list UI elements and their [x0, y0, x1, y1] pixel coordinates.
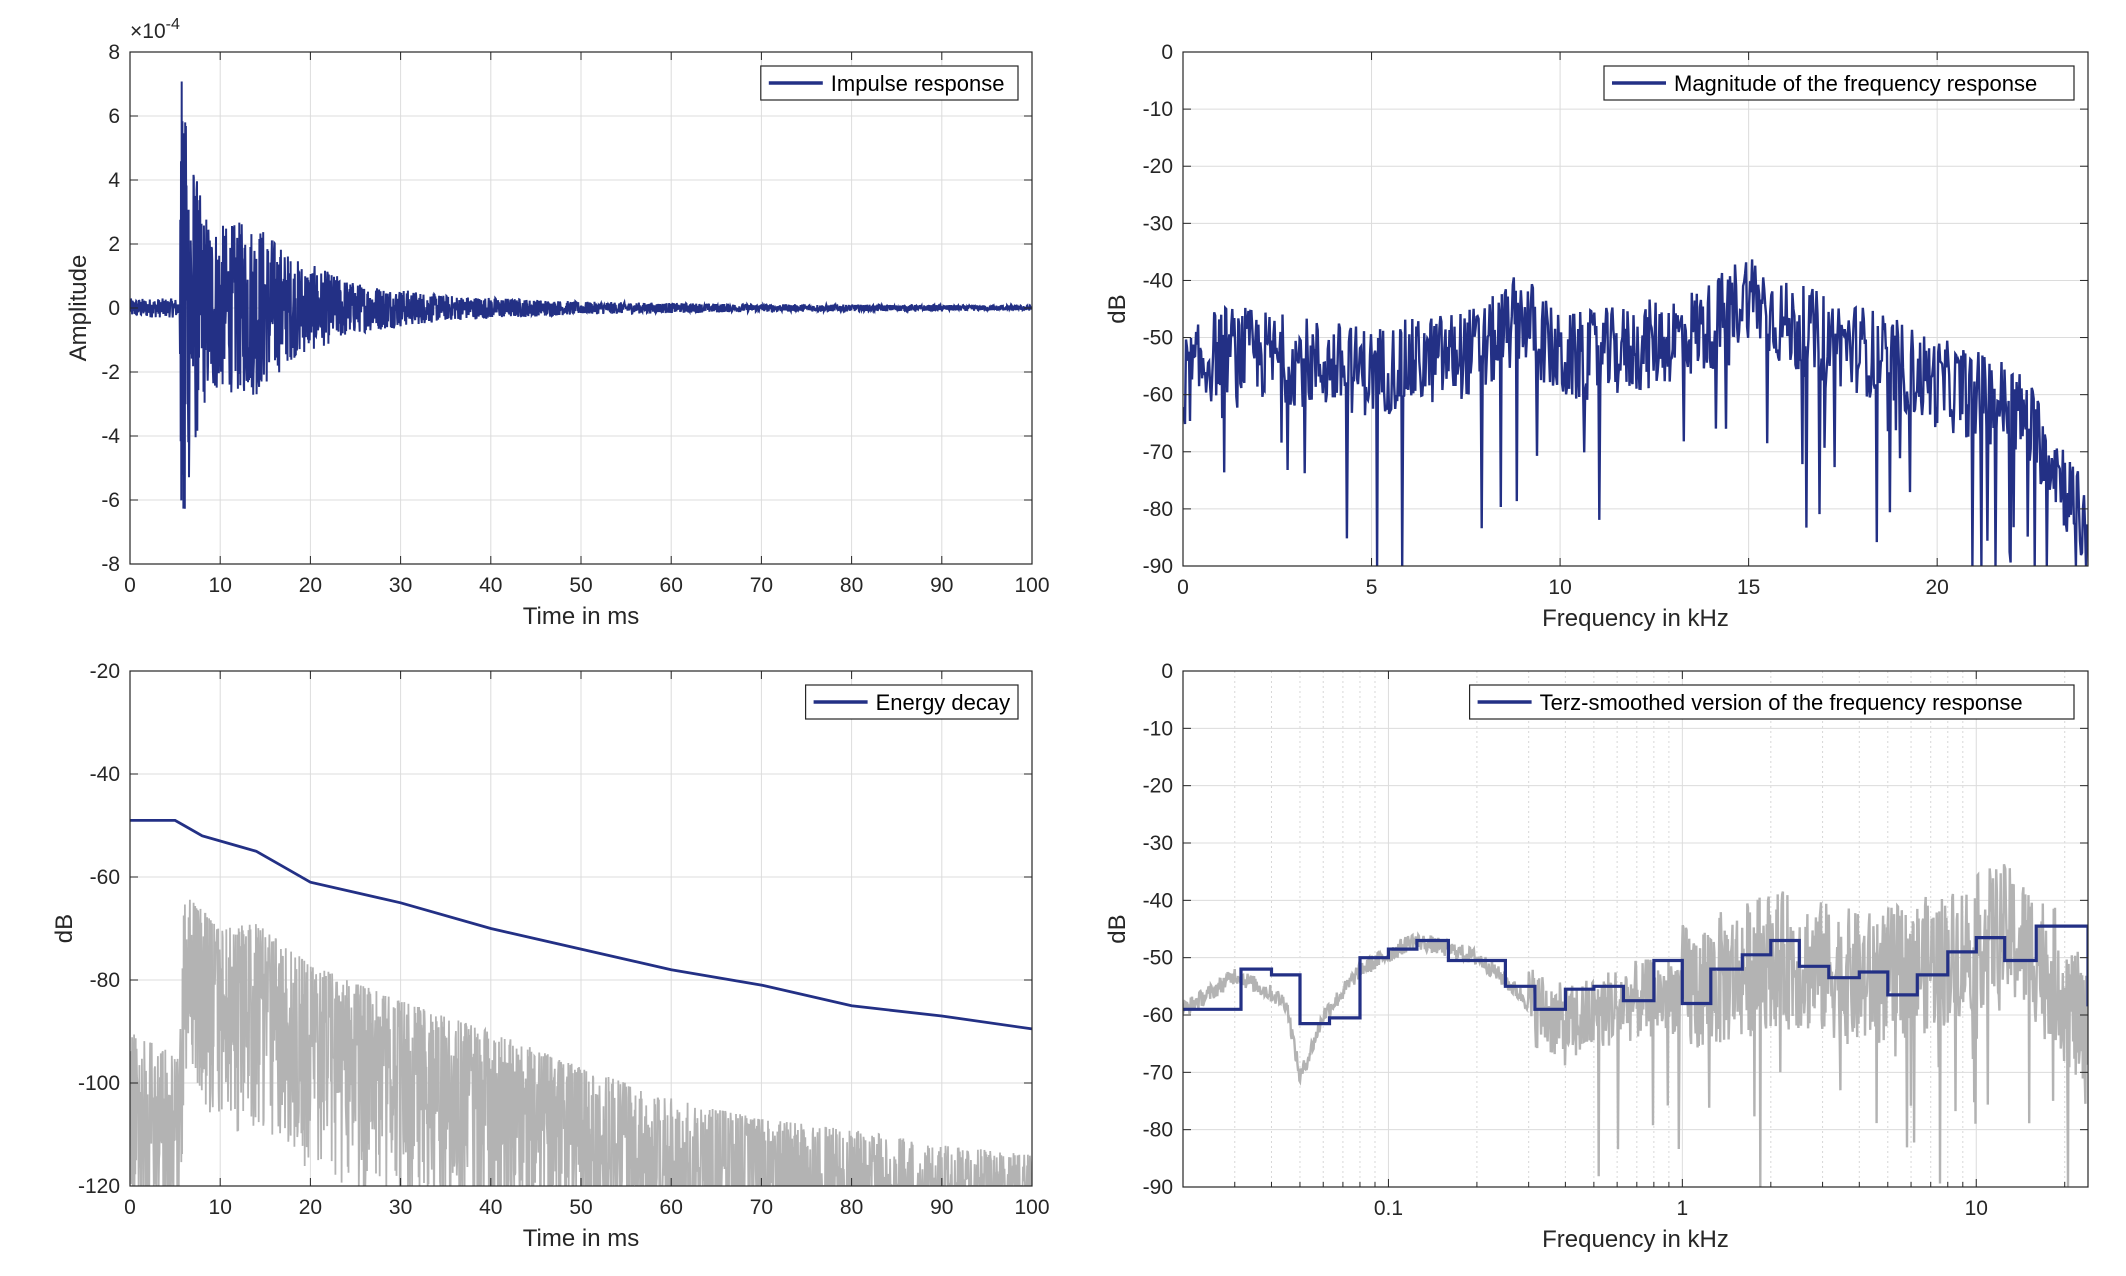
legend-box — [1468, 684, 2075, 720]
x-tick-label: 30 — [389, 574, 412, 597]
x-tick-label: 10 — [1965, 1197, 1988, 1220]
y-tick-label: -2 — [101, 361, 120, 384]
x-tick-label: 80 — [840, 1196, 863, 1219]
legend: Impulse response — [760, 65, 1019, 101]
legend-box — [1603, 65, 2075, 101]
y-tick-label: -80 — [1143, 498, 1173, 521]
x-tick-label: 40 — [479, 1196, 502, 1219]
y-tick-label: -60 — [90, 866, 120, 889]
y-tick-label: -50 — [1143, 327, 1173, 350]
x-tick-label: 40 — [479, 574, 502, 597]
y-tick-label: -70 — [1143, 1061, 1173, 1084]
y-tick-label: 4 — [108, 169, 120, 192]
y-tick-label: -80 — [1143, 1119, 1173, 1142]
y-axis-label: dB — [1104, 294, 1131, 323]
x-axis-label: Frequency in kHz — [1542, 605, 1729, 632]
y-axis-label: dB — [51, 914, 78, 943]
x-tick-label: 20 — [1925, 576, 1948, 599]
y-tick-label: -20 — [90, 660, 120, 683]
y-tick-label: -20 — [1143, 155, 1173, 178]
y-tick-label: 0 — [108, 297, 120, 320]
y-tick-label: -40 — [1143, 269, 1173, 292]
y-tick-label: 6 — [108, 105, 120, 128]
y-tick-label: -60 — [1143, 1004, 1173, 1027]
y-tick-label: -30 — [1143, 832, 1173, 855]
y-axis-label: Amplitude — [65, 255, 92, 362]
terz-smoothed-line — [1183, 924, 2088, 1026]
magnitude-line — [1183, 259, 2088, 566]
axes-box — [1182, 51, 2089, 567]
x-tick-label: 30 — [389, 1196, 412, 1219]
legend-label: Energy decay — [876, 690, 1011, 715]
y-tick-label: -90 — [1143, 555, 1173, 578]
exponent-label: ×10-4 — [130, 16, 180, 43]
y-tick-label: -100 — [78, 1072, 120, 1095]
y-tick-label: -60 — [1143, 384, 1173, 407]
y-tick-label: 8 — [108, 41, 120, 64]
x-tick-label: 1 — [1676, 1197, 1688, 1220]
x-tick-label: 60 — [660, 574, 683, 597]
x-tick-label: 15 — [1737, 576, 1760, 599]
x-tick-label: 90 — [930, 574, 953, 597]
y-tick-label: -70 — [1143, 441, 1173, 464]
x-axis-label: Frequency in kHz — [1542, 1226, 1729, 1253]
x-tick-label: 50 — [569, 574, 592, 597]
y-tick-label: -8 — [101, 553, 120, 576]
y-tick-label: -6 — [101, 489, 120, 512]
legend-label: Impulse response — [831, 71, 1005, 96]
x-tick-label: 80 — [840, 574, 863, 597]
y-tick-label: -10 — [1143, 98, 1173, 121]
y-tick-label: 0 — [1161, 660, 1173, 683]
legend: Terz-smoothed version of the frequency r… — [1468, 684, 2075, 720]
x-tick-label: 0 — [1177, 576, 1189, 599]
x-tick-label: 100 — [1014, 574, 1049, 597]
legend-label: Magnitude of the frequency response — [1674, 71, 2037, 96]
impulse-response-line — [130, 81, 1032, 509]
chart-energy: 0 10 20 30 40 50 60 70 80 90 100 -20 -40 -60 -80 -100 -1… — [51, 660, 1050, 1252]
y-tick-label: -90 — [1143, 1176, 1173, 1199]
y-tick-label: 2 — [108, 233, 120, 256]
x-tick-label: 70 — [750, 1196, 773, 1219]
legend-label: Terz-smoothed version of the frequency r… — [1540, 690, 2023, 715]
x-tick-label: 70 — [750, 574, 773, 597]
chart-terz: 0.1 1 10 0 -10 -20 -30 -40 -50 -60 -70 -80 -90 Freque… — [1104, 660, 2089, 1253]
x-tick-label: 0 — [124, 1196, 136, 1219]
y-tick-label: -40 — [1143, 889, 1173, 912]
y-tick-label: -40 — [90, 763, 120, 786]
x-axis-label: Time in ms — [523, 1225, 639, 1252]
x-tick-label: 20 — [299, 1196, 322, 1219]
y-tick-label: -120 — [78, 1175, 120, 1198]
y-tick-label: -80 — [90, 969, 120, 992]
x-tick-label: 50 — [569, 1196, 592, 1219]
legend: Energy decay — [804, 684, 1019, 720]
x-tick-label: 60 — [660, 1196, 683, 1219]
x-tick-label: 10 — [1548, 576, 1571, 599]
legend: Magnitude of the frequency response — [1603, 65, 2075, 101]
y-axis-label: dB — [1104, 914, 1131, 943]
exponent-power: -4 — [166, 16, 180, 33]
y-tick-label: -30 — [1143, 212, 1173, 235]
x-tick-label: 10 — [209, 574, 232, 597]
squared-ir-line — [130, 899, 1032, 1186]
chart-impulse: 0 10 20 30 40 50 60 70 80 90 100 -8 -6 -4 -2 0 2 4 6 8 Time … — [65, 16, 1050, 630]
energy-decay-line — [130, 819, 1033, 1031]
chart-magnitude: 0 5 10 15 20 0 -10 -20 -30 -40 -50 -60 -70 -80 -90 Freq… — [1104, 41, 2089, 632]
y-tick-label: -50 — [1143, 947, 1173, 970]
unsmoothed-response-line — [1183, 863, 2088, 1187]
y-tick-label: 0 — [1161, 41, 1173, 64]
y-tick-label: -20 — [1143, 775, 1173, 798]
x-tick-label: 10 — [209, 1196, 232, 1219]
y-tick-label: -10 — [1143, 717, 1173, 740]
x-axis-label: Time in ms — [523, 603, 639, 630]
x-tick-label: 100 — [1014, 1196, 1049, 1219]
x-tick-label: 5 — [1366, 576, 1378, 599]
x-tick-label: 20 — [299, 574, 322, 597]
x-tick-label: 0 — [124, 574, 136, 597]
x-tick-label: 0.1 — [1374, 1197, 1403, 1220]
plot-area — [1183, 52, 2088, 566]
axes-box — [1182, 670, 2089, 1188]
y-tick-label: -4 — [101, 425, 120, 448]
x-tick-label: 90 — [930, 1196, 953, 1219]
